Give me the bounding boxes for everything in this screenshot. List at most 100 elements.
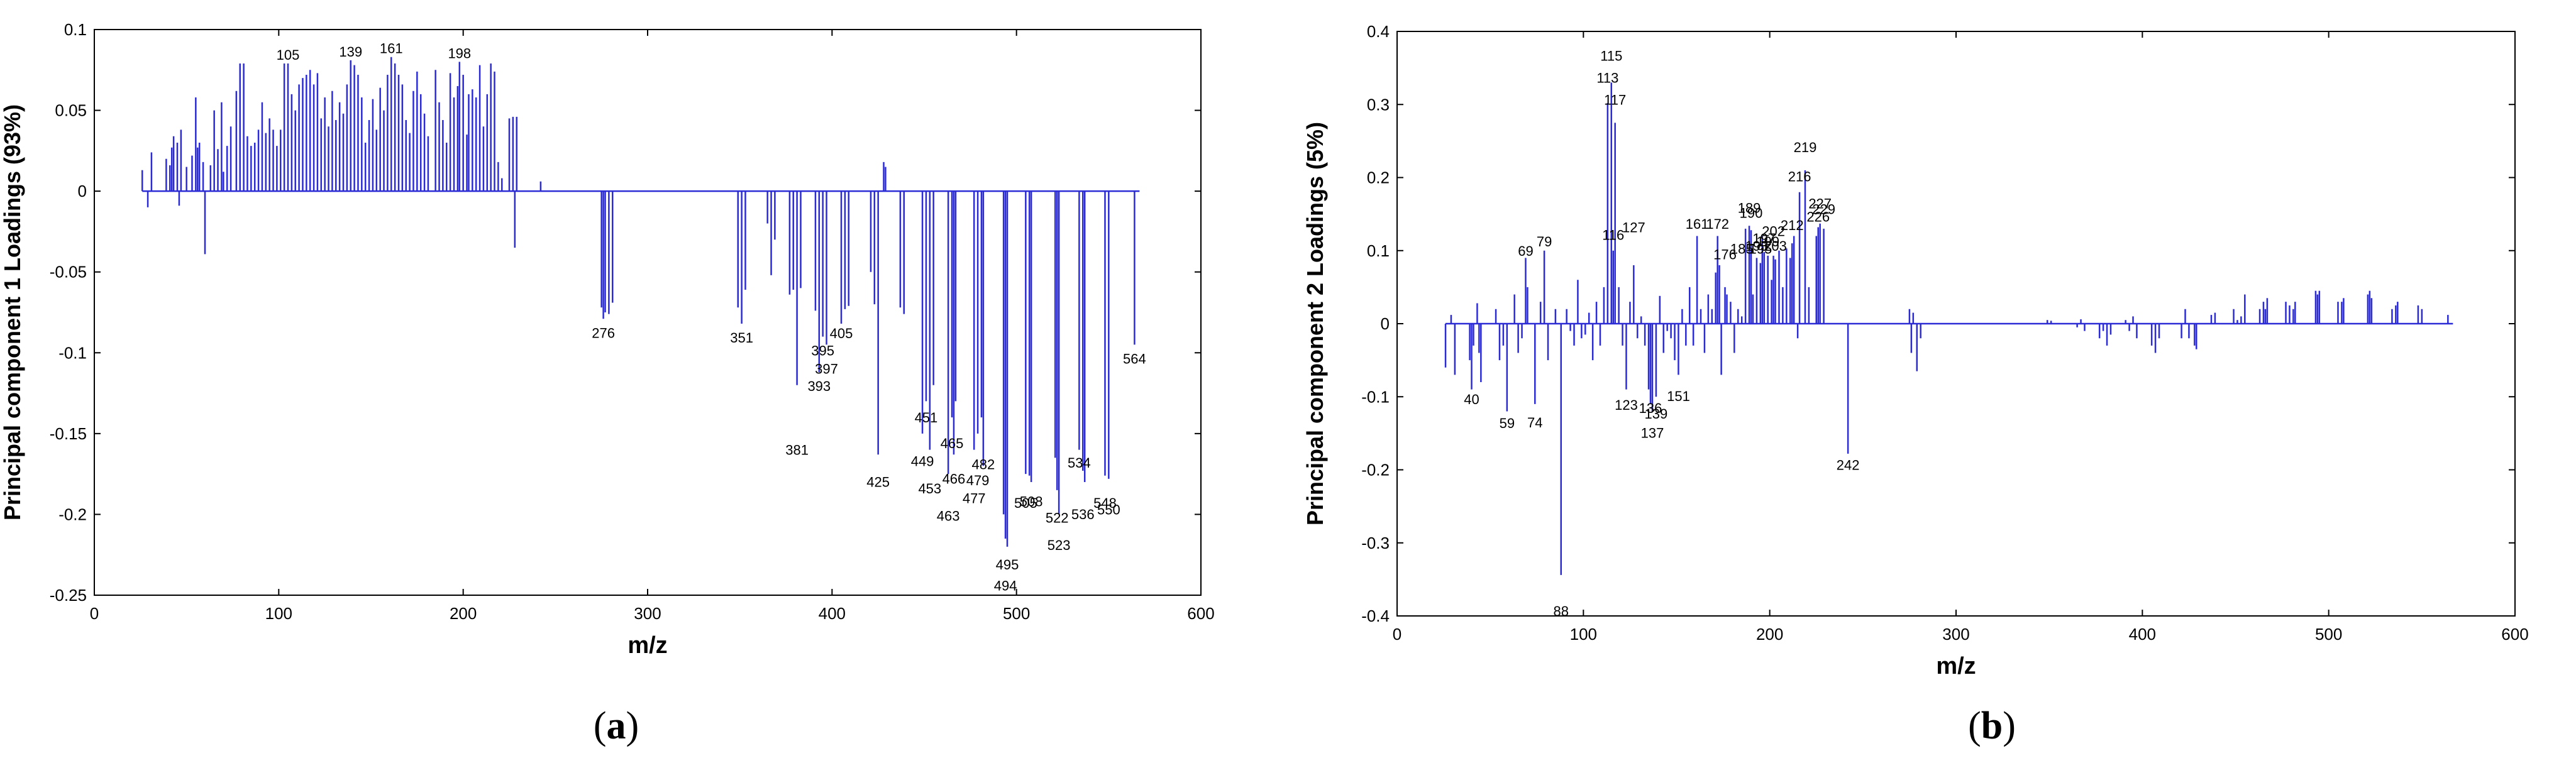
y-tick-label: 0.4: [1367, 22, 1390, 41]
peak-label: 136: [1639, 400, 1662, 416]
x-axis-label: m/z: [1936, 653, 1976, 679]
peak-label: 505: [1014, 495, 1037, 511]
peak-label: 449: [911, 453, 934, 469]
peak-label: 113: [1596, 70, 1618, 85]
panel-a: 0 100 200 300 400 500 600 -0.25 -0.2 -0.15 -0.1 -0.…: [0, 20, 1215, 747]
peak-label: 172: [1706, 216, 1729, 232]
peak-label: 116: [1602, 227, 1624, 243]
y-tick-label: -0.05: [50, 263, 87, 282]
y-tick-label: 0.1: [1367, 241, 1390, 260]
peak-label: 115: [1600, 48, 1622, 64]
peak-label: 229: [1812, 202, 1835, 217]
peak-label: 127: [1622, 220, 1645, 236]
y-tick-label: -0.25: [50, 586, 87, 605]
x-tick-label: 200: [450, 604, 477, 623]
x-tick-label: 0: [90, 604, 99, 623]
peak-label: 216: [1788, 168, 1811, 184]
peak-label: 465: [941, 436, 964, 451]
peak-label: 425: [866, 475, 890, 490]
x-tick-label: 500: [1003, 604, 1030, 623]
peak-label: 176: [1713, 247, 1737, 263]
peak-label: 523: [1048, 537, 1071, 553]
peak-label: 212: [1781, 217, 1804, 233]
peak-label: 79: [1537, 234, 1552, 250]
peak-label: 189: [1738, 200, 1761, 216]
x-tick-label: 300: [1942, 625, 1969, 644]
peak-label: 185: [1730, 241, 1754, 256]
peak-label: 397: [815, 361, 838, 377]
peak-label: 226: [1806, 209, 1830, 224]
x-tick-label: 100: [265, 604, 292, 623]
peak-label: 453: [918, 481, 941, 497]
y-tick-label: 0.2: [1367, 168, 1390, 187]
x-tick-label: 500: [2315, 625, 2342, 644]
peak-label: 395: [811, 343, 834, 359]
peak-label: 40: [1464, 392, 1479, 407]
x-tick-label: 600: [1187, 604, 1214, 623]
peak-label: 59: [1500, 415, 1515, 431]
peak-label: 203: [1764, 238, 1787, 254]
peak-label: 351: [730, 330, 753, 346]
stem-series: [141, 57, 1136, 547]
peak-label: 202: [1762, 224, 1785, 239]
x-tick-label: 200: [1756, 625, 1783, 644]
plot-frame: [94, 29, 1202, 596]
peak-label: 193: [1745, 238, 1769, 254]
chart-pc2-loadings: 0 100 200 300 400 500 600 -0.4 -0.3 -0.2 -0.1 0 0.1 0…: [1302, 22, 2529, 679]
peak-label: 219: [1794, 140, 1817, 155]
y-axis-label: Principal component 1 Loadings (93%): [0, 104, 25, 520]
x-tick-label: 300: [634, 604, 661, 623]
peak-label: 123: [1615, 397, 1638, 413]
peak-label: 105: [277, 47, 300, 63]
peak-label: 161: [380, 41, 403, 57]
peak-label: 139: [1645, 406, 1668, 422]
peak-label: 393: [807, 378, 831, 394]
peak-label: 276: [592, 325, 615, 341]
peak-label: 242: [1837, 458, 1860, 473]
peak-label: 548: [1093, 495, 1117, 511]
panel-b: 0 100 200 300 400 500 600 -0.4 -0.3 -0.2 -0.1 0 0.1 0…: [1289, 0, 2576, 763]
peak-label: 522: [1046, 510, 1069, 525]
peak-label: 451: [915, 410, 938, 425]
caption-a: (a): [593, 705, 639, 747]
y-tick-label: -0.4: [1361, 607, 1390, 625]
peak-label: 477: [963, 490, 986, 506]
peak-label: 494: [994, 578, 1017, 593]
peak-label: 198: [448, 45, 471, 61]
x-tick-label: 400: [819, 604, 846, 623]
peak-label: 482: [972, 456, 995, 472]
peak-label: 199: [1756, 234, 1779, 250]
peak-label: 197: [1752, 231, 1776, 246]
peak-label: 534: [1068, 455, 1091, 471]
y-tick-label: 0.3: [1367, 95, 1390, 114]
y-tick-label: -0.2: [1361, 461, 1390, 480]
y-tick-label: 0.1: [64, 20, 87, 39]
peak-label: 564: [1123, 351, 1146, 366]
y-tick-label: -0.15: [50, 424, 87, 443]
peak-label: 495: [996, 557, 1019, 573]
y-tick-label: 0.05: [55, 101, 87, 120]
peak-label: 466: [943, 471, 966, 487]
y-tick-label: -0.3: [1361, 534, 1390, 552]
x-tick-label: 0: [1393, 625, 1401, 644]
chart-pc1-loadings: 0 100 200 300 400 500 600 -0.25 -0.2 -0.15 -0.1 -0.…: [0, 20, 1215, 659]
peak-label: 479: [966, 473, 990, 488]
x-tick-label: 100: [1570, 625, 1597, 644]
peak-label: 536: [1071, 507, 1095, 522]
caption-b: (b): [1968, 705, 2016, 747]
peak-label: 227: [1808, 195, 1832, 211]
y-tick-label: -0.1: [1361, 387, 1390, 406]
peak-label: 508: [1020, 494, 1043, 510]
peak-label: 151: [1667, 388, 1690, 404]
y-axis-label: Principal component 2 Loadings (5%): [1302, 122, 1328, 525]
peak-label: 117: [1604, 92, 1626, 107]
peak-label: 405: [830, 326, 853, 341]
peak-label: 161: [1686, 216, 1709, 232]
peak-label: 550: [1097, 502, 1120, 517]
peak-label: 463: [937, 508, 960, 524]
peak-label: 139: [339, 44, 362, 60]
peak-label: 69: [1518, 243, 1533, 259]
stem-series: [1444, 82, 2449, 575]
peak-label: 74: [1527, 415, 1542, 431]
peak-label: 195: [1749, 241, 1772, 256]
